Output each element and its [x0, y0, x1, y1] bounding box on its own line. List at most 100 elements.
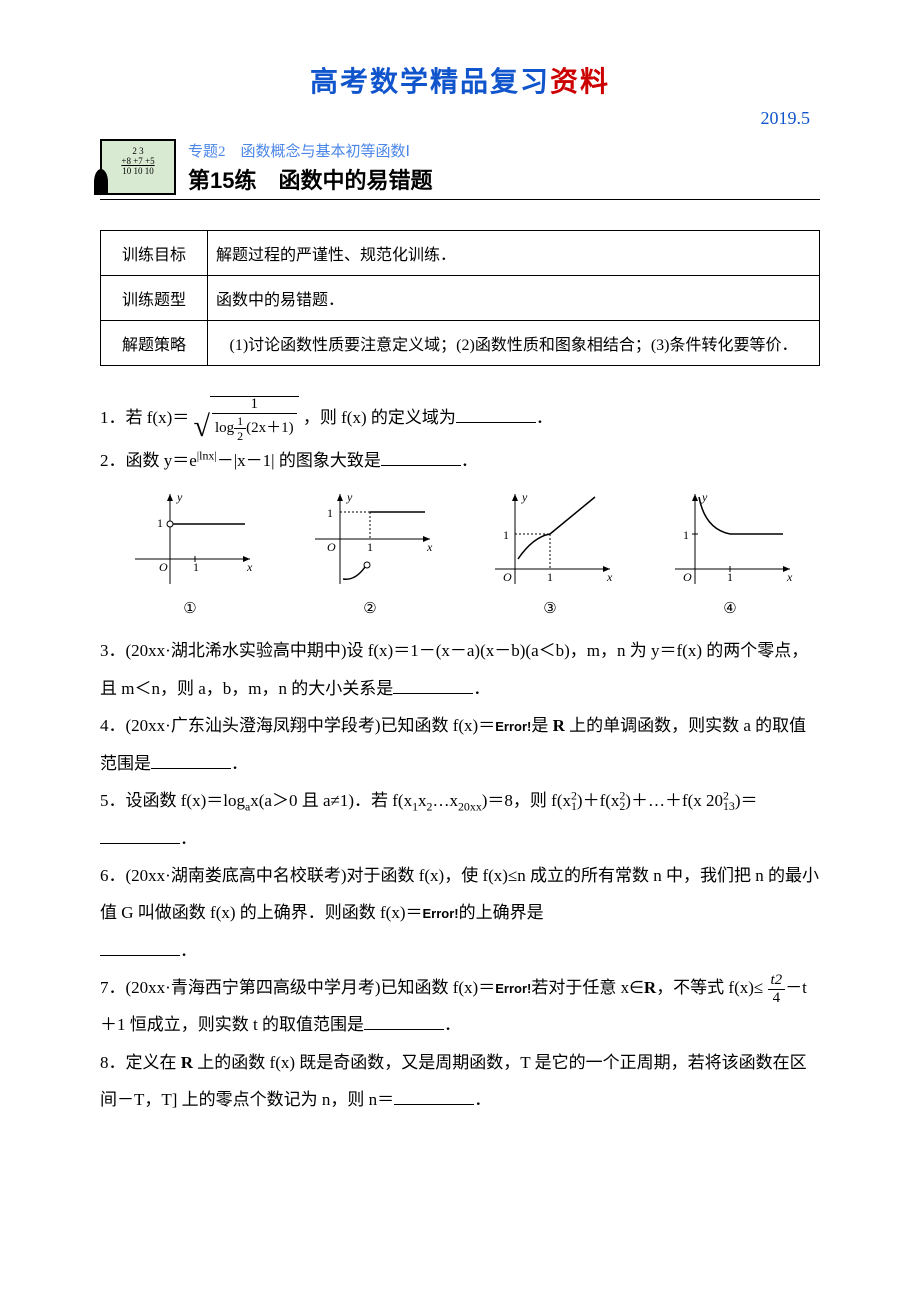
chalkboard-icon: 2 3 +8 +7 +5 10 10 10	[100, 139, 176, 195]
chalkboard-line: 10 10 10	[102, 167, 174, 177]
divider	[100, 199, 820, 200]
q7-b: 若对于任意 x∈	[531, 978, 644, 997]
q2-a: 2．函数 y＝e	[100, 451, 197, 470]
blank	[364, 1012, 444, 1030]
period: ．	[180, 829, 197, 848]
q7-bold: R	[644, 978, 656, 997]
title-mid: 复习	[490, 66, 550, 97]
table-label: 训练题型	[101, 276, 208, 321]
q1-tail: ，则 f(x) 的定义域为	[303, 408, 456, 427]
table-row: 训练题型 函数中的易错题．	[101, 276, 820, 321]
q2-exp: |lnx|	[197, 448, 217, 462]
q5-a: 5．设函数 f(x)＝log	[100, 791, 245, 810]
question-8: 8．定义在 R 上的函数 f(x) 既是奇函数，又是周期函数，T 是它的一个正周…	[100, 1044, 820, 1119]
section-title: 第15练 函数中的易错题	[188, 163, 432, 195]
q4-b: 是	[531, 716, 552, 735]
frac-den: 4	[768, 990, 786, 1006]
svg-text:y: y	[346, 490, 353, 504]
q8-c: －T，T] 上的零点个数记为 n，则 n＝	[117, 1090, 394, 1109]
page-title: 高考数学精品复习资料	[100, 60, 820, 100]
svg-text:1: 1	[727, 570, 733, 584]
question-4: 4．(20xx·广东汕头澄海凤翔中学段考)已知函数 f(x)＝Error!是 R…	[100, 707, 820, 782]
frac-num: t2	[768, 973, 786, 990]
table-content: 函数中的易错题．	[208, 276, 820, 321]
q4-bold: R	[553, 716, 565, 735]
blank	[151, 751, 231, 769]
table-row: 解题策略 (1)讨论函数性质要注意定义域；(2)函数性质和图象相结合；(3)条件…	[101, 321, 820, 366]
question-5: 5．设函数 f(x)＝logax(a＞0 且 a≠1)．若 f(x1x2…x20…	[100, 782, 820, 857]
figure-1: x y O 1 1 ①	[125, 489, 255, 626]
figure-2: x y O 1 1 ②	[305, 489, 435, 626]
svg-text:x: x	[786, 570, 793, 584]
blank	[381, 448, 461, 466]
error-text: Error!	[495, 981, 531, 996]
svg-text:y: y	[521, 490, 528, 504]
q5-i: )＝	[735, 791, 758, 810]
q7-a: 7．(20xx·青海西宁第四高级中学月考)已知函数 f(x)＝	[100, 978, 495, 997]
q5-g: )＋…＋f(x	[625, 791, 701, 810]
period: ．	[231, 754, 248, 773]
q5-h: 20	[706, 791, 723, 810]
log-base-den: 2	[234, 429, 246, 442]
error-text: Error!	[495, 719, 531, 734]
frac-den: log12(2x＋1)	[212, 414, 297, 442]
q5-d: …x	[432, 791, 458, 810]
svg-text:1: 1	[503, 528, 509, 542]
graph-1: x y O 1 1	[125, 489, 255, 589]
figure-3: x y O 1 1 ③	[485, 489, 615, 626]
graph-3: x y O 1 1	[485, 489, 615, 589]
question-3: 3．(20xx·湖北浠水实验高中期中)设 f(x)＝1－(x－a)(x－b)(a…	[100, 632, 820, 707]
graph-4: x y O 1 1	[665, 489, 795, 589]
blank	[393, 676, 473, 694]
blank	[394, 1087, 474, 1105]
question-2: 2．函数 y＝e|lnx|－|x－1| 的图象大致是 ．	[100, 442, 820, 479]
frac: t2 4	[768, 973, 786, 1006]
svg-text:1: 1	[683, 528, 689, 542]
svg-text:O: O	[327, 540, 336, 554]
table-label: 训练目标	[101, 231, 208, 276]
title-prefix: 高考数学精品	[310, 66, 490, 97]
svg-text:x: x	[606, 570, 613, 584]
svg-text:x: x	[246, 560, 253, 574]
figure-4: x y O 1 1 ④	[665, 489, 795, 626]
q2-b: －|x－1| 的图象大致是	[217, 451, 381, 470]
fig-label: ①	[125, 593, 255, 626]
period: ．	[474, 1090, 491, 1109]
fig-label: ③	[485, 593, 615, 626]
frac-num: 1	[212, 397, 297, 414]
period: ．	[180, 941, 197, 960]
title-suffix: 资料	[550, 66, 610, 97]
q5-f: )＋f(x	[577, 791, 619, 810]
blank	[100, 938, 180, 956]
q1-lead: 1．若 f(x)＝	[100, 408, 189, 427]
fig-label: ②	[305, 593, 435, 626]
svg-text:y: y	[701, 490, 708, 504]
question-7: 7．(20xx·青海西宁第四高级中学月考)已知函数 f(x)＝Error!若对于…	[100, 969, 820, 1044]
body: 1．若 f(x)＝ √ 1 log12(2x＋1) ，则 f(x) 的定义域为 ．…	[100, 396, 820, 1119]
svg-text:1: 1	[547, 570, 553, 584]
q5-b: x(a＞0 且 a≠1)．若 f(x	[250, 791, 412, 810]
graph-2: x y O 1 1	[305, 489, 435, 589]
question-6: 6．(20xx·湖南娄底高中名校联考)对于函数 f(x)，使 f(x)≤n 成立…	[100, 857, 820, 969]
log-base-num: 1	[234, 415, 246, 429]
svg-text:O: O	[683, 570, 692, 584]
svg-text:1: 1	[367, 540, 373, 554]
q5-sub13: 13	[723, 799, 735, 813]
svg-text:1: 1	[327, 506, 333, 520]
q5-e: )＝8，则 f(x	[482, 791, 571, 810]
fig-label: ④	[665, 593, 795, 626]
blank	[100, 826, 180, 844]
q7-c: ，不等式 f(x)≤	[656, 978, 763, 997]
question-1: 1．若 f(x)＝ √ 1 log12(2x＋1) ，则 f(x) 的定义域为 ．	[100, 396, 820, 442]
svg-text:x: x	[426, 540, 433, 554]
svg-text:1: 1	[193, 560, 199, 574]
period: ．	[461, 451, 478, 470]
sqrt-icon: √	[193, 419, 209, 434]
period: ．	[536, 408, 553, 427]
teacher-icon	[94, 169, 108, 195]
q5-s20xx: 20xx	[458, 799, 482, 813]
q4-a: 4．(20xx·广东汕头澄海凤翔中学段考)已知函数 f(x)＝	[100, 716, 495, 735]
sqrt-expr: √ 1 log12(2x＋1)	[193, 396, 298, 442]
error-text: Error!	[423, 906, 459, 921]
svg-text:1: 1	[157, 516, 163, 530]
